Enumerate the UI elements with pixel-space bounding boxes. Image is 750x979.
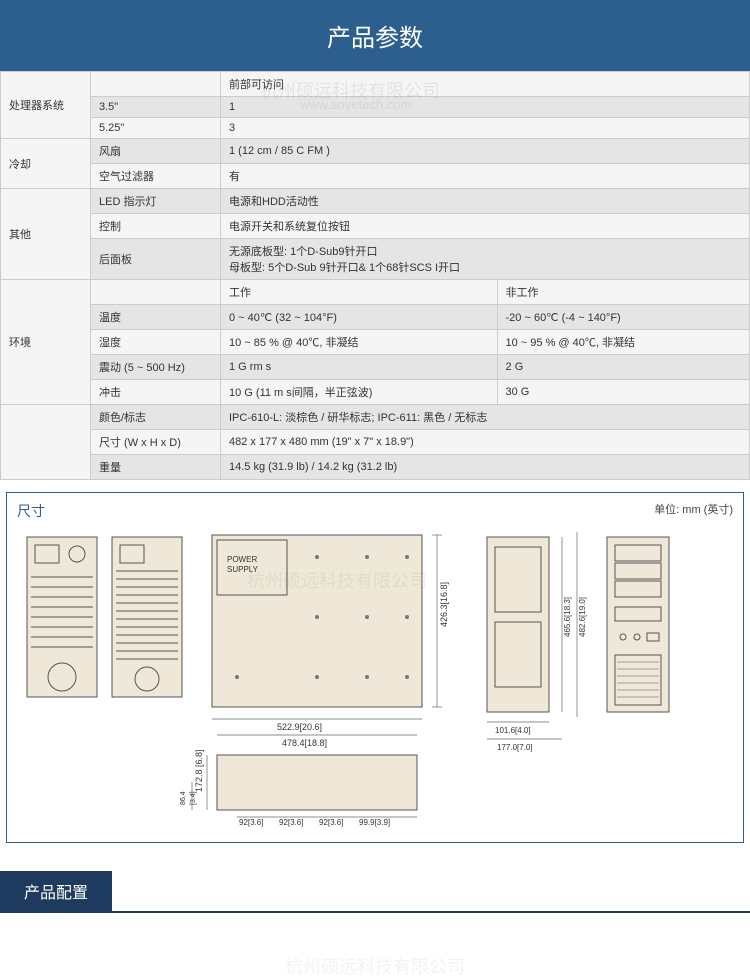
color-label: 颜色/标志 xyxy=(91,405,221,430)
svg-text:92[3.6]: 92[3.6] xyxy=(279,818,303,827)
humid-nonwork: 10 ~ 95 % @ 40℃, 非凝结 xyxy=(497,330,749,355)
config-section: 产品配置 xyxy=(0,871,750,913)
weight-label: 重量 xyxy=(91,455,221,480)
weight-val: 14.5 kg (31.9 lb) / 14.2 kg (31.2 lb) xyxy=(221,455,750,480)
svg-text:426.3[16.8]: 426.3[16.8] xyxy=(439,582,449,627)
svg-text:杭州硕远科技有限公司: 杭州硕远科技有限公司 xyxy=(247,571,427,591)
spec-table: 处理器系统 前部可访问 3.5" 1 5.25" 3 冷却 风扇 1 (12 c… xyxy=(0,71,750,480)
rear-val: 无源底板型: 1个D-Sub9针开口 母板型: 5个D-Sub 9针开口& 1个… xyxy=(221,239,750,280)
page-title: 产品参数 xyxy=(0,0,750,71)
shock-nonwork: 30 G xyxy=(497,380,749,405)
svg-text:101.6[4.0]: 101.6[4.0] xyxy=(495,726,531,735)
bay-35: 3.5" xyxy=(91,97,221,118)
svg-text:172.8 [6.8]: 172.8 [6.8] xyxy=(194,749,204,792)
shock-work: 10 G (11 m s间隔，半正弦波) xyxy=(221,380,498,405)
size-val: 482 x 177 x 480 mm (19" x 7" x 18.9") xyxy=(221,430,750,455)
temp-nonwork: -20 ~ 60℃ (-4 ~ 140°F) xyxy=(497,305,749,330)
dim-unit: 单位: mm (英寸) xyxy=(654,501,733,521)
shock-label: 冲击 xyxy=(91,380,221,405)
svg-text:482.6[19.0]: 482.6[19.0] xyxy=(578,597,587,637)
svg-text:177.0[7.0]: 177.0[7.0] xyxy=(497,743,533,752)
cat-cooling: 冷却 xyxy=(1,139,91,189)
humid-label: 湿度 xyxy=(91,330,221,355)
dim-title: 尺寸 xyxy=(17,501,45,521)
bay-525: 5.25" xyxy=(91,118,221,139)
ctrl-val: 电源开关和系统复位按钮 xyxy=(221,214,750,239)
cat-cpu: 处理器系统 xyxy=(1,72,91,139)
fan-val: 1 (12 cm / 85 C FM ) xyxy=(221,139,750,164)
fan-label: 风扇 xyxy=(91,139,221,164)
led-label: LED 指示灯 xyxy=(91,189,221,214)
svg-text:92[3.6]: 92[3.6] xyxy=(239,818,263,827)
svg-text:92[3.6]: 92[3.6] xyxy=(319,818,343,827)
vib-nonwork: 2 G xyxy=(497,355,749,380)
front-access-label: 前部可访问 xyxy=(221,72,750,97)
svg-text:99.9[3.9]: 99.9[3.9] xyxy=(359,818,390,827)
cat-other: 其他 xyxy=(1,189,91,280)
dimension-diagram: 尺寸 单位: mm (英寸) POWERSUPPLY xyxy=(6,492,744,843)
temp-work: 0 ~ 40℃ (32 ~ 104°F) xyxy=(221,305,498,330)
airfilter-val: 有 xyxy=(221,164,750,189)
vib-label: 震动 (5 ~ 500 Hz) xyxy=(91,355,221,380)
vib-work: 1 G rm s xyxy=(221,355,498,380)
color-val: IPC-610-L: 淡棕色 / 研华标志; IPC-611: 黑色 / 无标志 xyxy=(221,405,750,430)
nonwork-label: 非工作 xyxy=(497,280,749,305)
svg-text:465.6[18.3]: 465.6[18.3] xyxy=(563,597,572,637)
cat-env: 环境 xyxy=(1,280,91,405)
svg-text:86.4[3.4]: 86.4[3.4] xyxy=(180,791,197,805)
dimension-svg: POWERSUPPLY 426.3[16.8] 522.9[20.6] 478.… xyxy=(17,527,729,827)
rear-label: 后面板 xyxy=(91,239,221,280)
work-label: 工作 xyxy=(221,280,498,305)
led-val: 电源和HDD活动性 xyxy=(221,189,750,214)
airfilter-label: 空气过滤器 xyxy=(91,164,221,189)
ctrl-label: 控制 xyxy=(91,214,221,239)
temp-label: 温度 xyxy=(91,305,221,330)
bay-525-val: 3 xyxy=(221,118,750,139)
humid-work: 10 ~ 85 % @ 40℃, 非凝结 xyxy=(221,330,498,355)
svg-text:522.9[20.6]: 522.9[20.6] xyxy=(277,722,322,732)
size-label: 尺寸 (W x H x D) xyxy=(91,430,221,455)
bay-35-val: 1 xyxy=(221,97,750,118)
svg-text:478.4[18.8]: 478.4[18.8] xyxy=(282,738,327,748)
config-title: 产品配置 xyxy=(0,871,112,911)
footer-watermark: 杭州硕远科技有限公司 xyxy=(0,953,750,979)
